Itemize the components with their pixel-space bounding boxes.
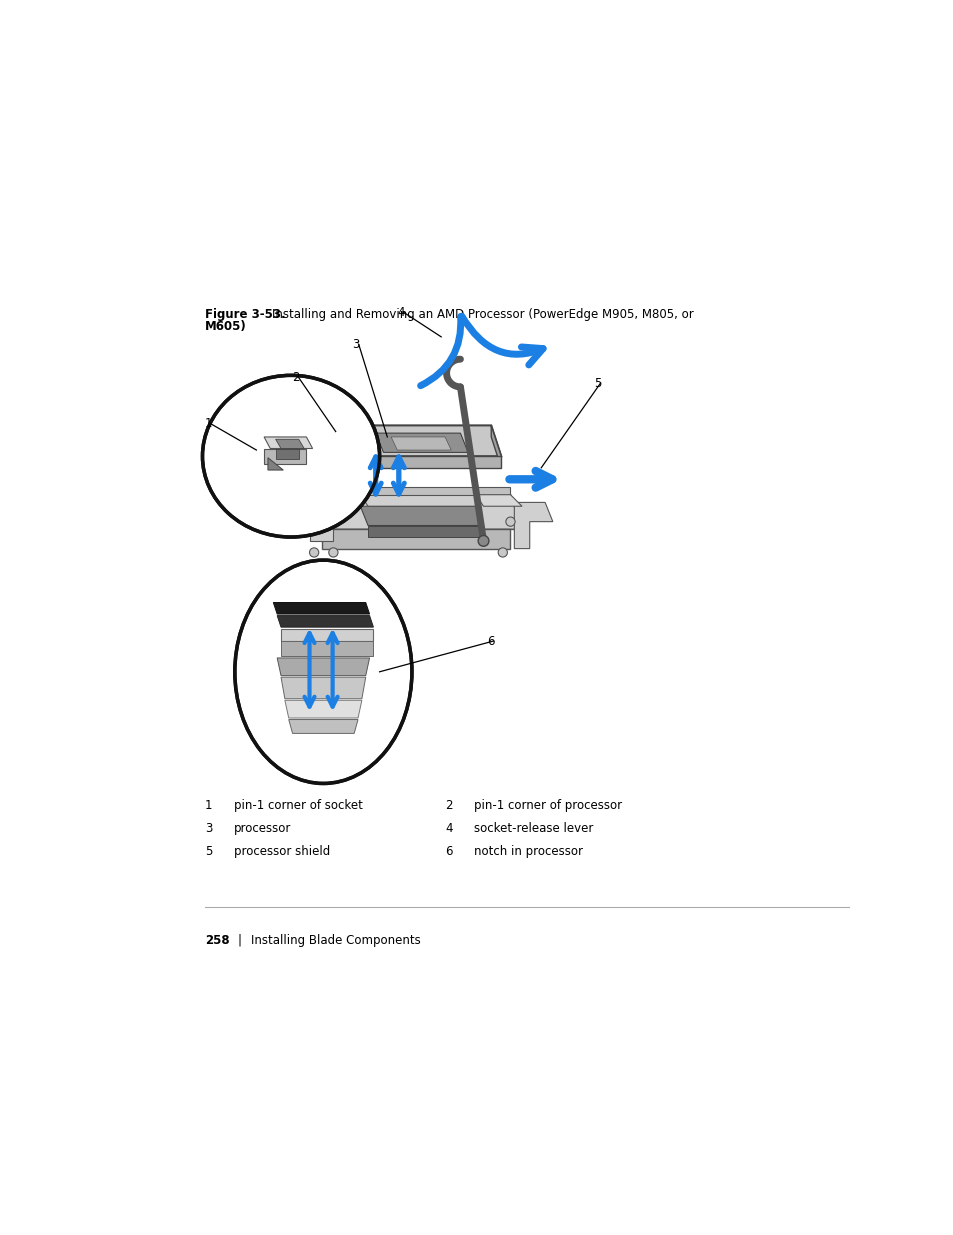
Text: 6: 6 <box>487 635 495 647</box>
Text: |: | <box>237 934 241 946</box>
Text: Figure 3-53.: Figure 3-53. <box>205 308 285 321</box>
Text: 3: 3 <box>353 338 359 351</box>
Polygon shape <box>285 700 361 718</box>
Text: M605): M605) <box>205 320 246 333</box>
Circle shape <box>497 548 507 557</box>
Polygon shape <box>268 458 283 471</box>
Text: 4: 4 <box>444 823 452 835</box>
Polygon shape <box>368 526 483 537</box>
Text: 4: 4 <box>396 306 404 319</box>
Text: notch in processor: notch in processor <box>474 845 582 858</box>
Circle shape <box>477 536 488 546</box>
Text: 5: 5 <box>594 377 601 389</box>
Polygon shape <box>281 641 373 656</box>
Polygon shape <box>275 440 304 448</box>
Polygon shape <box>375 433 468 452</box>
Text: 5: 5 <box>205 845 212 858</box>
Text: socket-release lever: socket-release lever <box>474 823 593 835</box>
Polygon shape <box>264 437 313 448</box>
Polygon shape <box>277 658 369 676</box>
Text: 3: 3 <box>205 823 212 835</box>
Polygon shape <box>281 630 373 641</box>
Text: 2: 2 <box>444 799 452 811</box>
Text: 258: 258 <box>205 934 229 946</box>
Text: Installing and Removing an AMD Processor (PowerEdge M905, M805, or: Installing and Removing an AMD Processor… <box>257 308 693 321</box>
Text: pin-1 corner of socket: pin-1 corner of socket <box>233 799 362 811</box>
Polygon shape <box>321 530 510 548</box>
Polygon shape <box>360 506 483 526</box>
Polygon shape <box>355 456 500 468</box>
Polygon shape <box>289 720 357 734</box>
Polygon shape <box>264 448 306 464</box>
Polygon shape <box>321 495 521 530</box>
Circle shape <box>505 517 515 526</box>
Polygon shape <box>476 495 521 506</box>
Polygon shape <box>333 487 510 495</box>
Text: 2: 2 <box>293 372 300 384</box>
Polygon shape <box>345 425 500 456</box>
Text: pin-1 corner of processor: pin-1 corner of processor <box>474 799 621 811</box>
Polygon shape <box>391 437 451 450</box>
Text: processor: processor <box>233 823 291 835</box>
Polygon shape <box>514 503 552 548</box>
Text: 1: 1 <box>205 417 213 430</box>
Text: 1: 1 <box>205 799 213 811</box>
Polygon shape <box>310 499 333 541</box>
Polygon shape <box>274 603 369 614</box>
Circle shape <box>309 548 318 557</box>
Ellipse shape <box>202 375 379 537</box>
Ellipse shape <box>234 561 412 783</box>
Polygon shape <box>321 495 368 506</box>
Text: 6: 6 <box>444 845 452 858</box>
Polygon shape <box>491 425 500 468</box>
Polygon shape <box>275 448 298 458</box>
Text: processor shield: processor shield <box>233 845 330 858</box>
Polygon shape <box>277 615 373 627</box>
Polygon shape <box>281 677 365 699</box>
Circle shape <box>329 548 337 557</box>
Text: Installing Blade Components: Installing Blade Components <box>251 934 420 946</box>
